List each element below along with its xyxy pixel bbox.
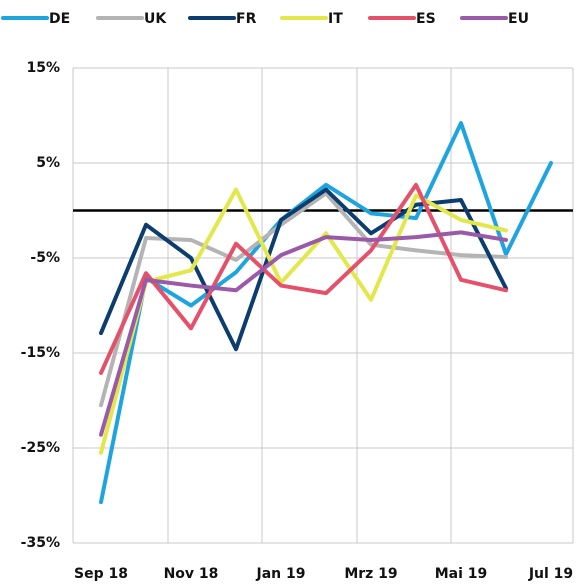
series-line	[99, 121, 553, 505]
legend-label: IT	[328, 11, 343, 27]
y-tick-label: 15%	[26, 60, 60, 76]
legend-label: DE	[49, 11, 70, 27]
y-tick-label: -25%	[21, 440, 60, 456]
y-tick-label: -15%	[21, 345, 60, 361]
x-tick-label: Mai 19	[435, 566, 488, 582]
legend-label: ES	[416, 11, 436, 27]
vertical-grid	[72, 68, 574, 543]
series-line	[99, 191, 508, 408]
x-tick-label: Mrz 19	[344, 566, 397, 582]
y-tick-label: -5%	[30, 250, 60, 266]
legend-label: EU	[508, 11, 529, 27]
x-tick-label: Jul 19	[528, 566, 573, 582]
y-tick-label: -35%	[21, 535, 60, 551]
x-tick-label: Sep 18	[74, 566, 128, 582]
legend-label: UK	[144, 11, 167, 27]
legend-label: FR	[236, 11, 257, 27]
series-line	[99, 182, 508, 375]
series-line	[99, 230, 508, 437]
series-line	[99, 187, 508, 352]
series-line	[99, 187, 508, 455]
x-tick-label: Jan 19	[256, 566, 306, 582]
x-tick-label: Nov 18	[164, 566, 219, 582]
y-tick-label: 5%	[36, 155, 60, 171]
